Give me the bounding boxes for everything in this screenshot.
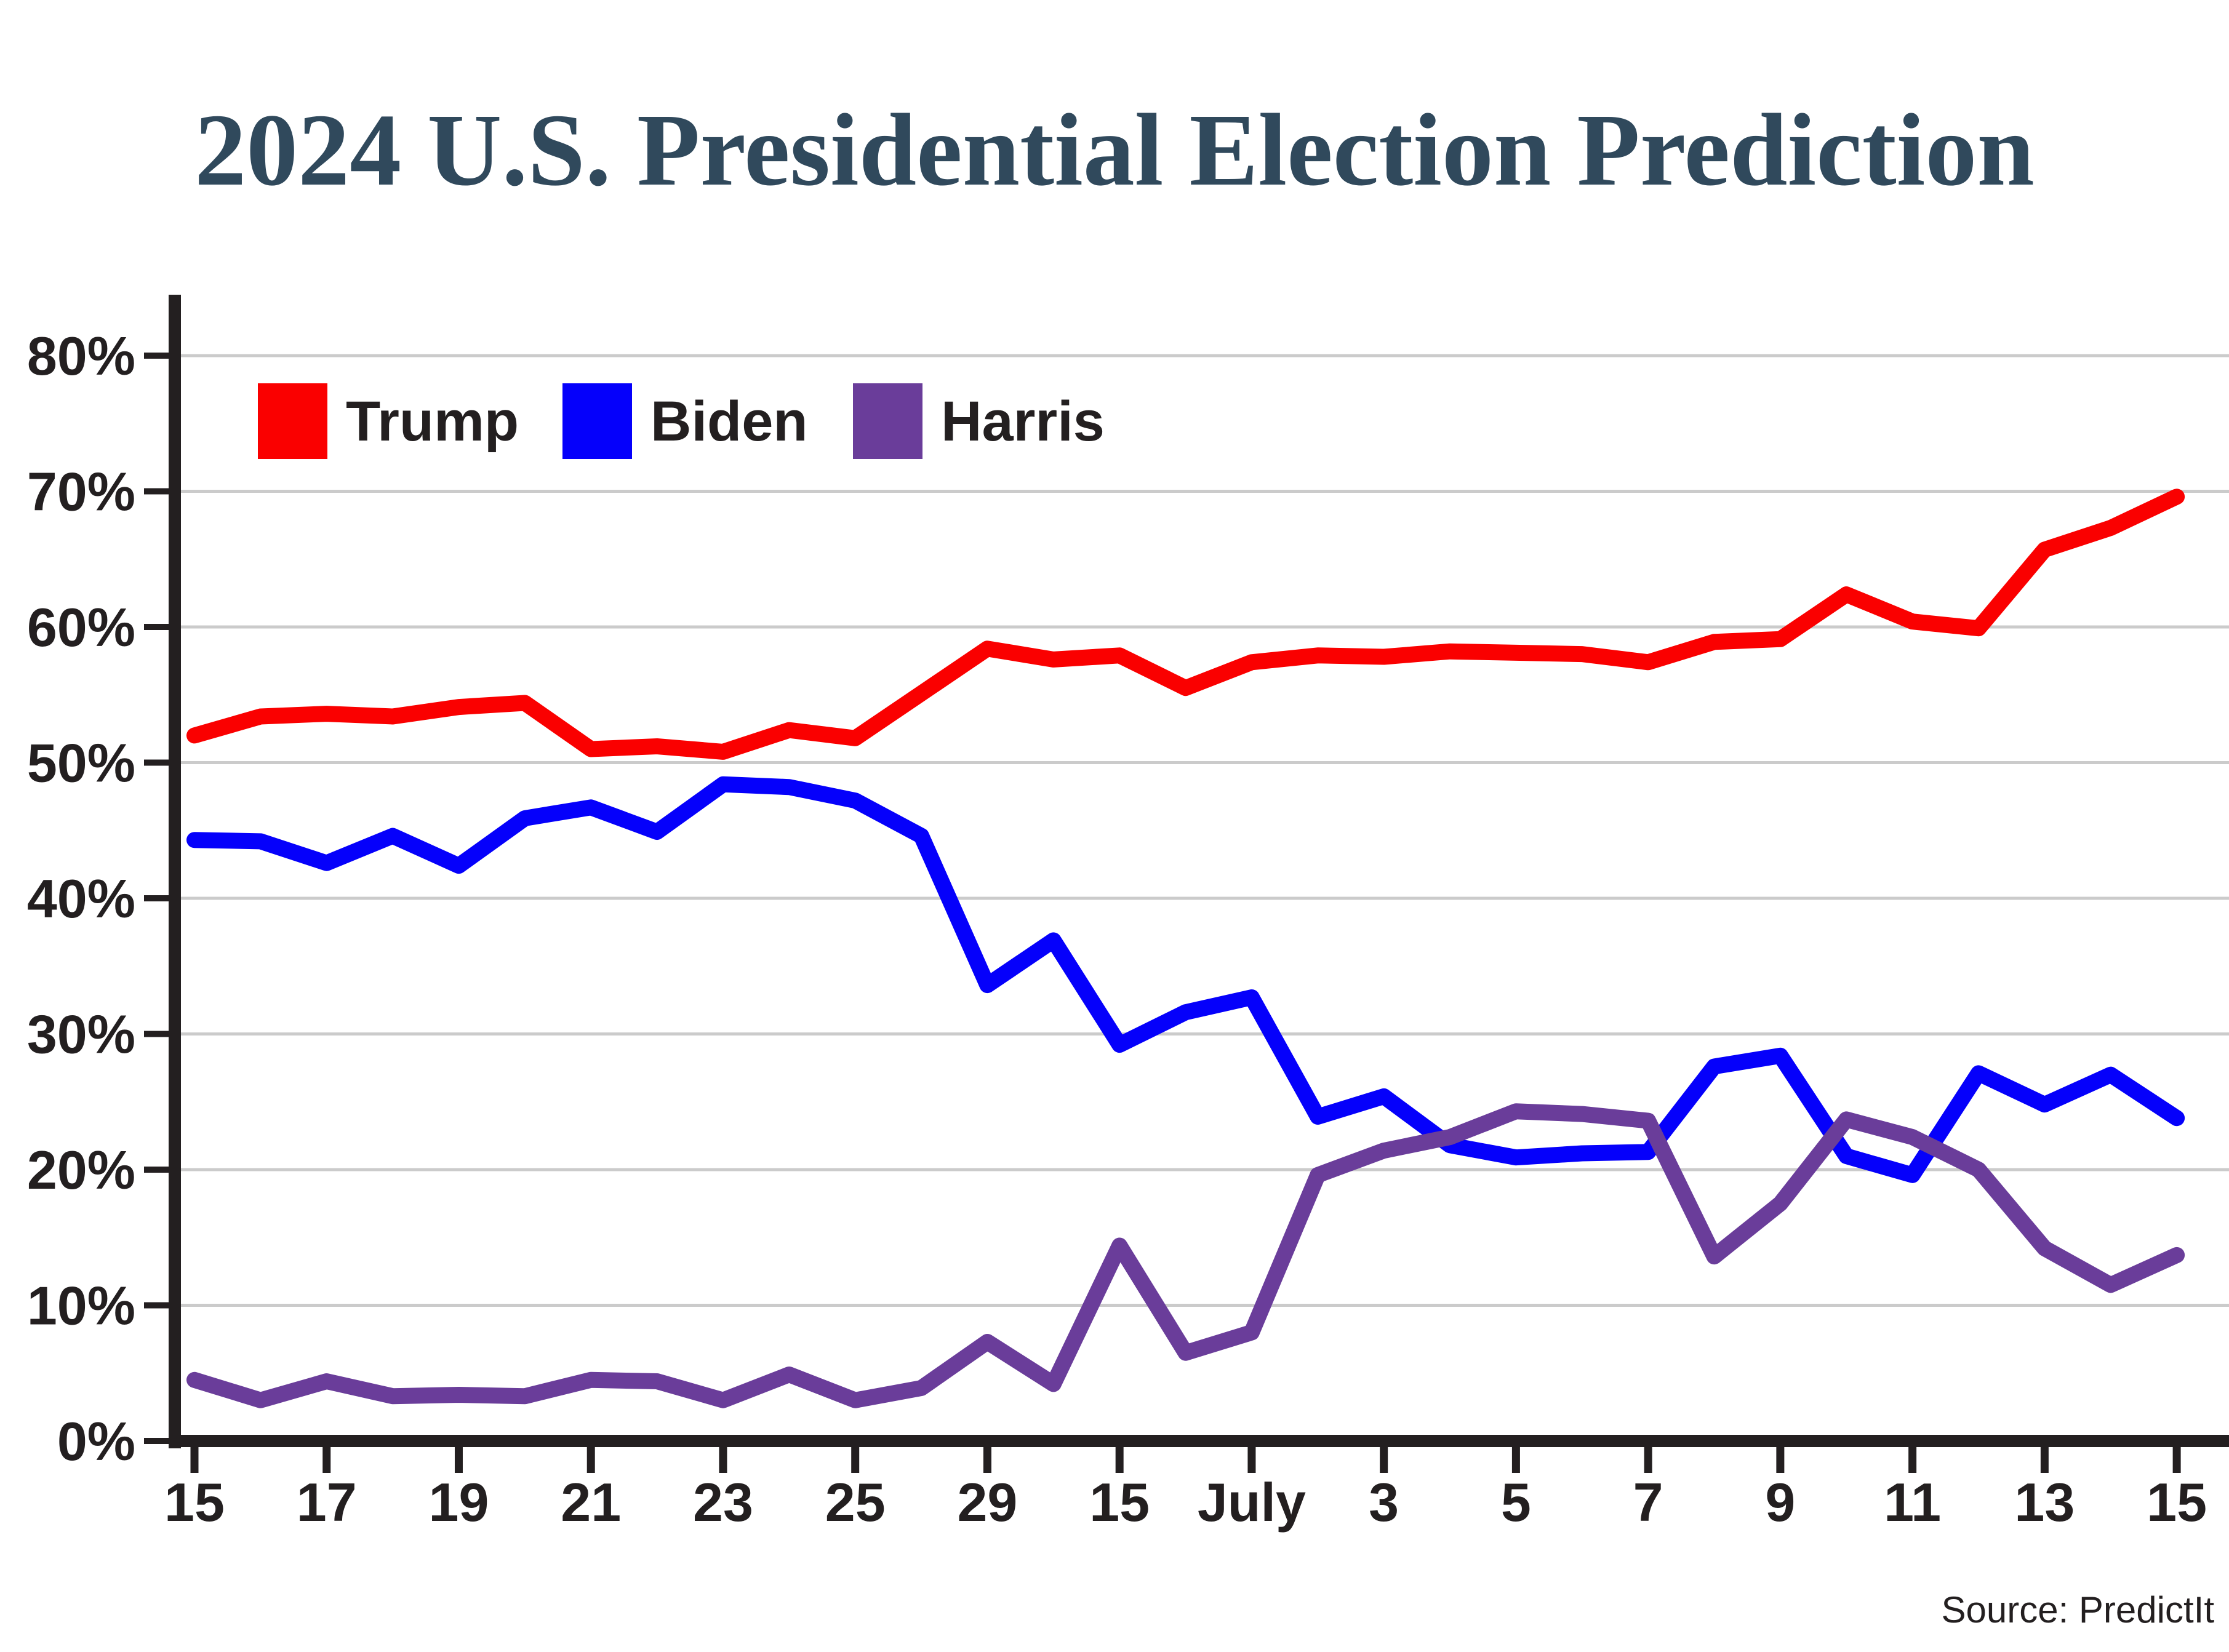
x-tick-label: 11 <box>1884 1472 1941 1533</box>
legend-swatch-harris <box>853 383 922 459</box>
x-tick-label: 17 <box>297 1472 357 1533</box>
legend-label-harris: Harris <box>941 389 1105 453</box>
x-tick-label: 9 <box>1765 1472 1795 1533</box>
x-tick-label: 15 <box>164 1472 225 1533</box>
legend-swatch-biden <box>562 383 632 459</box>
y-tick-label: 70% <box>27 461 135 522</box>
legend-swatch-trump <box>258 383 327 459</box>
legend-item-trump: Trump <box>258 383 519 459</box>
x-tick-label: 3 <box>1369 1472 1399 1533</box>
x-tick-label: 5 <box>1501 1472 1531 1533</box>
legend-item-biden: Biden <box>562 383 808 459</box>
y-tick-label: 40% <box>27 868 135 929</box>
legend-item-harris: Harris <box>853 383 1105 459</box>
y-tick-label: 0% <box>57 1411 135 1472</box>
y-tick-label: 60% <box>27 597 135 658</box>
y-tick-label: 50% <box>27 733 135 794</box>
y-tick-label: 10% <box>27 1275 135 1336</box>
y-tick-label: 30% <box>27 1004 135 1065</box>
x-tick-label: 21 <box>561 1472 621 1533</box>
x-tick-label: 15 <box>1089 1472 1150 1533</box>
x-tick-label: 7 <box>1633 1472 1663 1533</box>
series-line-trump <box>186 489 2185 760</box>
y-tick-label: 20% <box>27 1139 135 1200</box>
source-credit: Source: PredictIt <box>1941 1589 2214 1630</box>
x-tick-label: 29 <box>957 1472 1017 1533</box>
x-tick-label: 25 <box>825 1472 886 1533</box>
chart-title: 2024 U.S. Presidential Election Predicti… <box>194 93 2035 207</box>
x-tick-label: 19 <box>429 1472 489 1533</box>
y-tick-label: 80% <box>27 325 135 386</box>
legend-label-biden: Biden <box>650 389 808 453</box>
series-line-harris <box>186 1103 2185 1408</box>
x-tick-label: 23 <box>693 1472 753 1533</box>
x-tick-label: 13 <box>2014 1472 2075 1533</box>
legend-label-trump: Trump <box>346 389 519 453</box>
x-tick-label: July <box>1198 1472 1306 1533</box>
x-tick-label: 15 <box>2147 1472 2207 1533</box>
series-line-biden <box>186 776 2185 1183</box>
